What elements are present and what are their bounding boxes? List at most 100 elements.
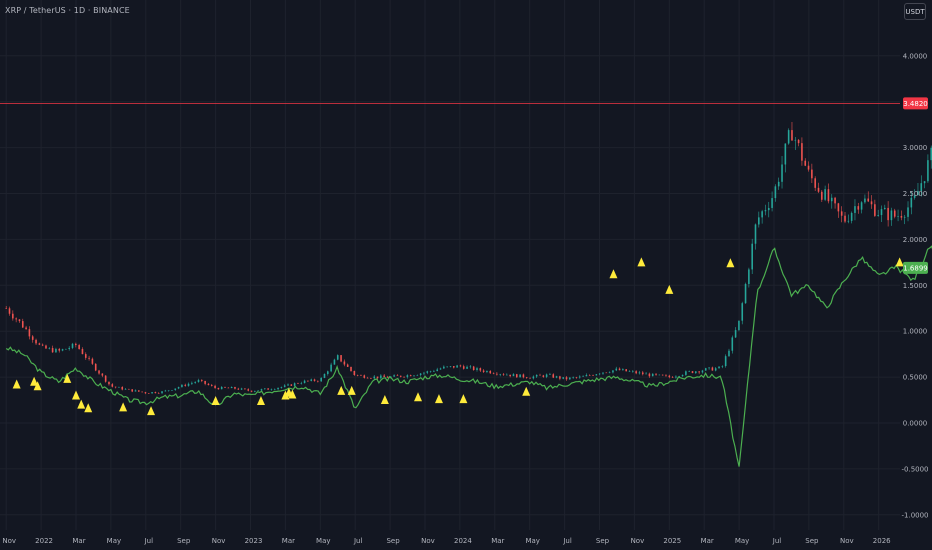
candle [101,373,104,378]
candle [844,211,846,224]
candle [867,191,870,203]
candle [141,391,143,393]
signal-triangle-marker [30,376,39,386]
candle [403,376,405,378]
candle [784,143,787,173]
candle [874,199,876,217]
time-axis[interactable]: Nov 2022 Mar May Jul Sep Nov 2023 Mar May Jul Sep No… [2,537,891,545]
candle [847,214,850,224]
signal-triangle-marker [380,395,389,405]
candle [661,374,664,376]
x-tick-label: 2024 [454,537,472,545]
candle [399,375,402,378]
candle [194,381,196,384]
candle [81,347,84,355]
candle [333,358,336,365]
x-tick-label: May [735,537,749,545]
candle [701,369,704,374]
candle [191,381,193,386]
x-tick-label: Jul [772,537,782,545]
candle [827,183,830,204]
candle [787,128,790,145]
price-axis[interactable]: 4.00003.50003.00002.50002.00001.50001.00… [901,52,928,519]
candle [512,373,515,377]
signal-triangle-marker [12,379,21,389]
candle [857,202,860,214]
x-tick-label: 2026 [873,537,891,545]
candle [641,370,644,376]
candle [181,384,183,388]
candle [237,387,240,390]
candle [492,372,495,375]
candle [217,387,220,390]
candle [797,139,800,147]
candle [897,209,899,222]
candle [55,347,57,353]
candle [472,365,475,371]
candle [651,373,654,377]
currency-button[interactable]: USDT [904,3,926,20]
candle [134,389,137,392]
candle [774,184,777,202]
candle [456,364,458,368]
candle [595,373,598,376]
candle [923,181,926,189]
candle [138,390,140,392]
candle [854,199,856,221]
candle [688,370,690,372]
candle [588,374,591,376]
candle [671,375,674,378]
candle [327,370,329,376]
candle [870,195,873,209]
candle [549,372,551,375]
y-tick-label: 1.0000 [903,328,928,336]
x-tick-label: Mar [72,537,85,545]
candle [506,373,508,376]
candle [539,373,541,376]
candle [204,380,206,386]
candle [602,372,604,375]
candle [758,211,760,228]
candle [638,370,641,375]
candle [234,386,236,390]
signal-triangle-marker [459,394,468,404]
candle [751,238,753,274]
signal-triangle-marker [77,399,86,409]
candle [462,364,465,370]
candle [459,364,462,368]
candle [535,374,538,378]
signal-triangle-marker [33,381,42,391]
candle [482,369,485,374]
candle [419,372,422,377]
candle [824,185,826,202]
candle [207,383,210,386]
signal-triangle-marker [256,395,265,405]
candle [273,388,276,390]
signal-triangle-marker [119,402,128,412]
candle [552,373,555,379]
signal-triangle-marker [434,394,443,404]
candle [8,306,11,316]
candle [356,374,359,377]
candle [572,376,574,379]
candle [618,367,621,371]
candle [466,365,468,369]
candle [426,370,429,375]
candle [224,386,226,388]
signal-triangle-marker [63,373,72,383]
candle [38,342,41,346]
candle [575,376,578,379]
candle [15,317,17,323]
candle [244,388,246,390]
candle [111,383,114,388]
candle [741,301,744,325]
candle [578,375,581,379]
candle [665,374,667,377]
candle [45,344,47,349]
x-tick-label: Nov [631,537,645,545]
y-tick-label: 2.0000 [903,236,928,244]
candle [287,383,289,386]
x-tick-label: Jul [144,537,154,545]
candle [767,201,770,218]
